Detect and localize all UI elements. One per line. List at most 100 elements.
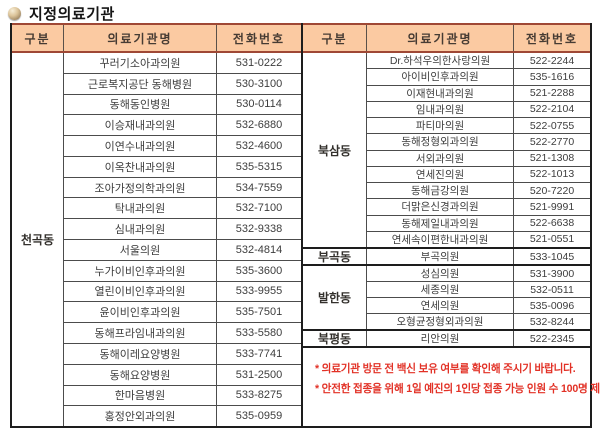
clinic-phone: 532-0511 — [530, 283, 574, 296]
clinic-name: 동해동인병원 — [64, 94, 217, 115]
notice-area: * 의료기관 방문 전 백신 보유 여부를 확인해 주시기 바랍니다. * 안전… — [303, 348, 600, 426]
section-balhan: 발한동 성심의원 531-3900 세종의원 532-0511 연세의원 535-00… — [303, 266, 590, 331]
table-row: 연세의원 535-0096 — [367, 298, 590, 314]
clinic-phone: 521-2288 — [529, 87, 575, 100]
table-row: 한마음병원 533-8275 — [64, 385, 301, 407]
clinic-name: 서외과의원 — [367, 150, 514, 166]
page-header: 지정의료기관 — [8, 3, 115, 24]
clinic-name: 오형균정형외과의원 — [367, 314, 514, 329]
clinic-phone: 535-7501 — [235, 306, 283, 319]
section-category: 부곡동 — [303, 249, 367, 264]
clinic-phone: 532-6880 — [235, 119, 283, 132]
clinic-phone: 534-7559 — [235, 181, 283, 194]
clinic-name: 이재현내과의원 — [367, 85, 514, 101]
table-right-half: 구분 의료기관명 전화번호 북삼동 Dr.하석우의한사랑의원 522-2244 아… — [303, 23, 600, 426]
clinic-name: 성심의원 — [367, 266, 514, 281]
institution-name-header: 의료기관명 — [367, 25, 514, 51]
table-row: 누가이비인후과의원 535-3600 — [64, 260, 301, 282]
clinic-phone: 520-7220 — [529, 184, 575, 197]
clinic-name: 동해이레요양병원 — [64, 343, 217, 364]
clinic-name: 꾸러기소아과의원 — [64, 53, 217, 73]
clinic-phone: 531-2500 — [235, 368, 283, 381]
clinic-name: 심내과의원 — [64, 219, 217, 240]
clinic-name: 탁내과의원 — [64, 198, 217, 219]
clinic-phone: 521-0551 — [529, 233, 575, 246]
table-row: 탁내과의원 532-7100 — [64, 198, 301, 220]
clinic-phone: 533-7741 — [235, 347, 283, 360]
table-row: 조아가정의학과의원 534-7559 — [64, 177, 301, 199]
clinic-phone: 522-0755 — [529, 119, 575, 132]
clinic-name: Dr.하석우의한사랑의원 — [367, 53, 514, 69]
clinic-phone: 533-8275 — [235, 389, 283, 402]
clinic-phone: 533-9955 — [235, 285, 283, 298]
clinic-name: 연세속이편한내과의원 — [367, 231, 514, 247]
clinic-phone: 522-1013 — [529, 168, 575, 181]
medical-institution-table: 구분 의료기관명 전화번호 천곡동 꾸러기소아과의원 531-0222 근로복지공… — [10, 23, 600, 428]
clinic-phone: 532-4600 — [235, 140, 283, 153]
table-left-half: 구분 의료기관명 전화번호 천곡동 꾸러기소아과의원 531-0222 근로복지공… — [12, 23, 303, 427]
clinic-name: 파티마의원 — [367, 118, 514, 134]
section-bugok: 부곡동 부곡의원 533-1045 — [303, 249, 590, 266]
clinic-name: 동해제일내과의원 — [367, 215, 514, 231]
table-row: 더맑은신경과의원 521-9991 — [367, 199, 590, 216]
table-row: 파티마의원 522-0755 — [367, 118, 590, 135]
clinic-name: 연세진의원 — [367, 166, 514, 182]
section-category: 천곡동 — [12, 53, 64, 426]
clinic-phone: 532-9338 — [235, 223, 283, 236]
clinic-name: 연세의원 — [367, 298, 514, 313]
clinic-name: 부곡의원 — [367, 249, 514, 264]
table-row: 연세진의원 522-1013 — [367, 166, 590, 183]
note-line: * 안전한 접종을 위해 1일 예진의 1인당 접종 가능 인원 수 100명 … — [315, 382, 600, 395]
clinic-phone: 535-0096 — [529, 299, 575, 312]
table-row: 동해제일내과의원 522-6638 — [367, 215, 590, 232]
table-row: 동해이레요양병원 533-7741 — [64, 343, 301, 365]
table-row: 꾸러기소아과의원 531-0222 — [64, 53, 301, 74]
clinic-name: 동해금강의원 — [367, 183, 514, 199]
clinic-phone: 522-2345 — [529, 332, 575, 345]
left-header-row: 구분 의료기관명 전화번호 — [12, 23, 301, 53]
clinic-phone: 521-1308 — [529, 152, 575, 165]
table-row: 동해프라임내과의원 533-5580 — [64, 323, 301, 344]
clinic-phone: 522-2104 — [529, 103, 575, 116]
table-row: 동해요양병원 531-2500 — [64, 364, 301, 386]
table-row: 아이비인후과의원 535-1616 — [367, 69, 590, 86]
table-row: 서외과의원 521-1308 — [367, 150, 590, 167]
category-header: 구분 — [303, 25, 367, 51]
page-title: 지정의료기관 — [29, 6, 115, 23]
table-row: 동해정형외과의원 522-2770 — [367, 134, 590, 151]
clinic-name: 동해정형외과의원 — [367, 134, 514, 150]
category-header: 구분 — [12, 25, 64, 51]
table-row: 부곡의원 533-1045 — [367, 249, 590, 264]
table-row: 세종의원 532-0511 — [367, 282, 590, 298]
table-row: Dr.하석우의한사랑의원 522-2244 — [367, 53, 590, 70]
clinic-phone: 522-2244 — [529, 54, 575, 67]
table-row: 성심의원 531-3900 — [367, 266, 590, 282]
table-row: 오형균정형외과의원 532-8244 — [367, 314, 590, 329]
clinic-phone: 535-5315 — [235, 160, 283, 173]
clinic-name: 더맑은신경과의원 — [367, 199, 514, 215]
clinic-phone: 533-1045 — [529, 250, 575, 263]
clinic-phone: 521-9991 — [529, 200, 575, 213]
clinic-phone: 535-0959 — [235, 410, 283, 423]
table-row: 서울의원 532-4814 — [64, 240, 301, 261]
section-bukpyeong: 북평동 리안의원 522-2345 — [303, 331, 590, 348]
clinic-phone: 531-3900 — [529, 267, 575, 280]
clinic-name: 홍정안외과의원 — [64, 406, 217, 427]
clinic-name: 누가이비인후과의원 — [64, 260, 217, 281]
clinic-name: 리안의원 — [367, 331, 514, 346]
table-row: 홍정안외과의원 535-0959 — [64, 406, 301, 427]
clinic-name: 한마음병원 — [64, 385, 217, 406]
section-buksam: 북삼동 Dr.하석우의한사랑의원 522-2244 아이비인후과의원 535-161… — [303, 53, 590, 249]
section-category: 발한동 — [303, 266, 367, 329]
phone-header: 전화번호 — [232, 31, 286, 46]
table-row: 열린이비인후과의원 533-9955 — [64, 281, 301, 303]
clinic-name: 이연수내과의원 — [64, 136, 217, 156]
table-row: 이연수내과의원 532-4600 — [64, 136, 301, 157]
clinic-phone: 533-5580 — [235, 327, 283, 340]
section-category: 북삼동 — [303, 53, 367, 247]
table-row: 동해금강의원 520-7220 — [367, 183, 590, 200]
institution-name-header: 의료기관명 — [64, 25, 217, 51]
clinic-phone: 535-3600 — [235, 264, 283, 277]
table-row: 임내과의원 522-2104 — [367, 101, 590, 118]
clinic-phone: 531-0222 — [235, 56, 283, 69]
